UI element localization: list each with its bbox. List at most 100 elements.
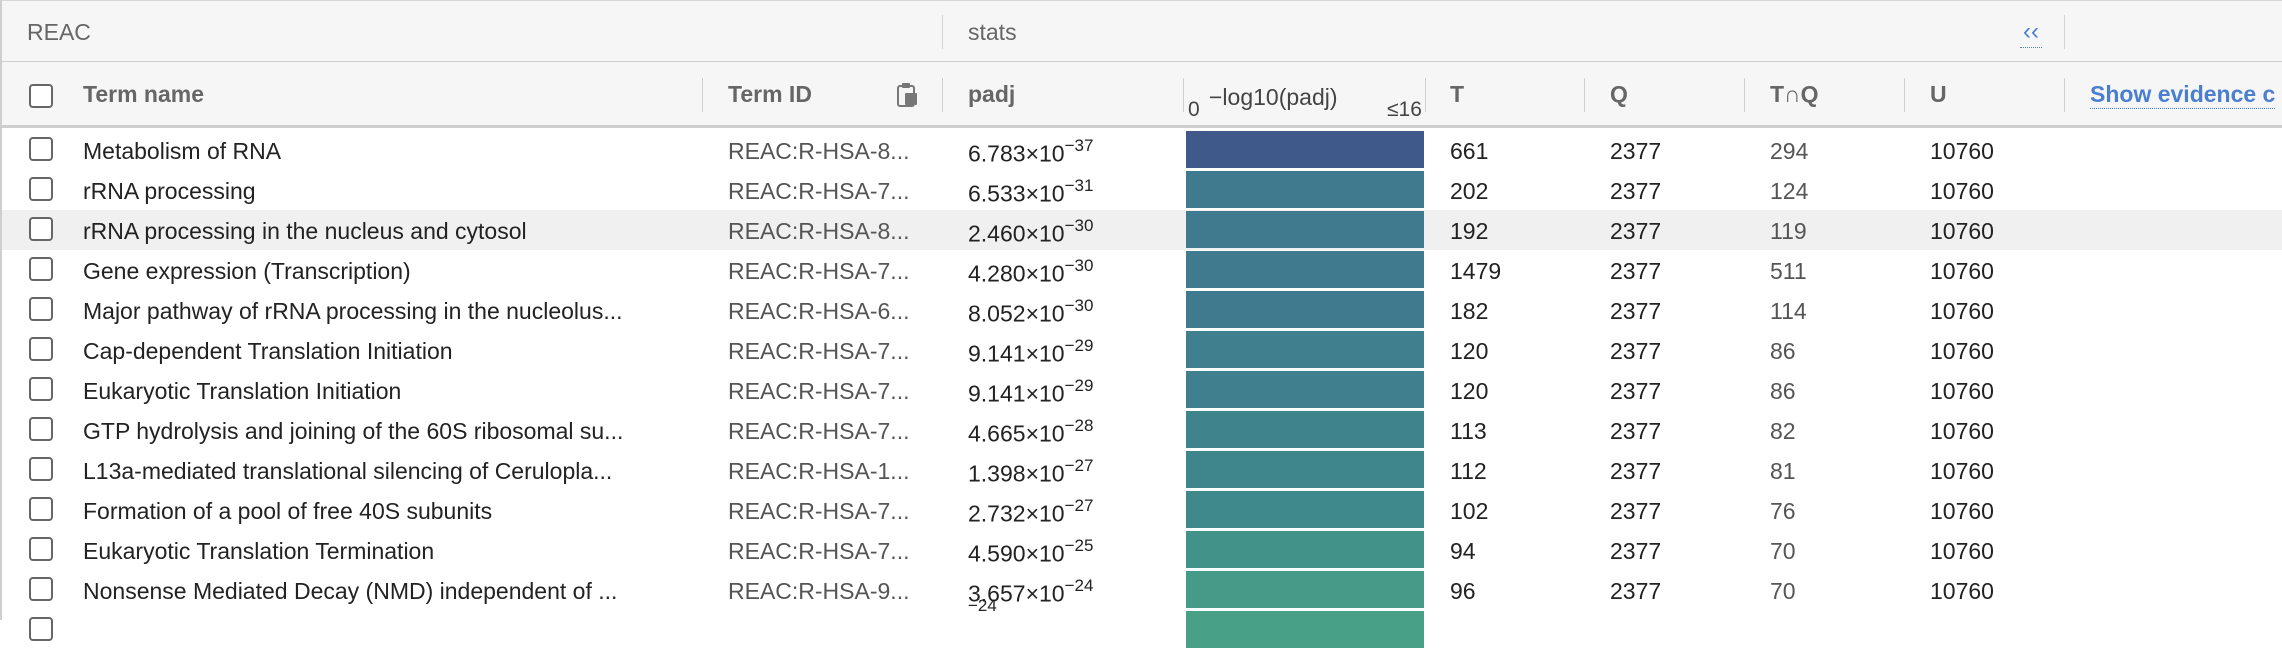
- padj-value: 6.783×10−37: [968, 136, 1094, 167]
- term-id[interactable]: REAC:R-HSA-7...: [728, 538, 910, 564]
- neglog-padj-bar: [1186, 211, 1424, 248]
- term-id[interactable]: REAC:R-HSA-9...: [728, 578, 910, 604]
- table-row[interactable]: L13a-mediated translational silencing of…: [2, 450, 2282, 490]
- t-value: 192: [1450, 218, 1489, 244]
- tq-value: 119: [1770, 218, 1807, 244]
- table-row[interactable]: Formation of a pool of free 40S subunits…: [2, 490, 2282, 530]
- term-id[interactable]: REAC:R-HSA-7...: [728, 498, 910, 524]
- term-id[interactable]: REAC:R-HSA-7...: [728, 338, 910, 364]
- column-divider[interactable]: [1584, 78, 1585, 112]
- row-checkbox[interactable]: [29, 137, 53, 161]
- term-name[interactable]: Eukaryotic Translation Initiation: [83, 378, 402, 404]
- padj-value: 4.665×10−28: [968, 416, 1094, 447]
- neglog-padj-bar: [1186, 131, 1424, 168]
- row-checkbox[interactable]: [29, 617, 53, 641]
- padj-value: −24: [968, 596, 997, 615]
- row-checkbox[interactable]: [29, 497, 53, 521]
- row-checkbox[interactable]: [29, 297, 53, 321]
- term-id[interactable]: REAC:R-HSA-1...: [728, 458, 910, 484]
- table-row[interactable]: Metabolism of RNA REAC:R-HSA-8... 6.783×…: [2, 130, 2282, 170]
- column-divider[interactable]: [942, 78, 943, 112]
- table-row[interactable]: Gene expression (Transcription) REAC:R-H…: [2, 250, 2282, 290]
- table-row[interactable]: Cap-dependent Translation Initiation REA…: [2, 330, 2282, 370]
- column-divider[interactable]: [1744, 78, 1745, 112]
- double-chevron-left-icon[interactable]: ‹‹: [2020, 17, 2042, 48]
- column-header-neglog-padj[interactable]: −log10(padj): [1209, 84, 1338, 110]
- term-id[interactable]: REAC:R-HSA-8...: [728, 138, 910, 164]
- column-header-term-id[interactable]: Term ID: [728, 81, 812, 107]
- row-checkbox[interactable]: [29, 417, 53, 441]
- table-row[interactable]: Eukaryotic Translation Termination REAC:…: [2, 530, 2282, 570]
- table-row[interactable]: GTP hydrolysis and joining of the 60S ri…: [2, 410, 2282, 450]
- neglog-padj-bar: [1186, 291, 1424, 328]
- column-header-t[interactable]: T: [1450, 81, 1465, 107]
- term-name[interactable]: Metabolism of RNA: [83, 138, 282, 164]
- table-row[interactable]: Major pathway of rRNA processing in the …: [2, 290, 2282, 330]
- row-checkbox[interactable]: [29, 577, 53, 601]
- neglog-padj-bar: [1186, 451, 1424, 488]
- column-header-term-name[interactable]: Term name: [83, 81, 205, 107]
- term-id[interactable]: REAC:R-HSA-7...: [728, 378, 910, 404]
- row-checkbox[interactable]: [29, 217, 53, 241]
- table-row[interactable]: rRNA processing REAC:R-HSA-7... 6.533×10…: [2, 170, 2282, 210]
- term-name[interactable]: Cap-dependent Translation Initiation: [83, 338, 453, 364]
- t-value: 120: [1450, 338, 1489, 364]
- term-id[interactable]: REAC:R-HSA-7...: [728, 418, 910, 444]
- term-name[interactable]: Nonsense Mediated Decay (NMD) independen…: [83, 578, 618, 604]
- tq-value: 124: [1770, 178, 1809, 204]
- term-id[interactable]: REAC:R-HSA-6...: [728, 298, 910, 324]
- row-checkbox[interactable]: [29, 257, 53, 281]
- u-value: 10760: [1930, 258, 1994, 284]
- row-checkbox[interactable]: [29, 537, 53, 561]
- q-value: 2377: [1610, 258, 1662, 284]
- table-row[interactable]: rRNA processing in the nucleus and cytos…: [2, 210, 2282, 250]
- column-header-u[interactable]: U: [1930, 81, 1947, 107]
- row-checkbox[interactable]: [29, 337, 53, 361]
- row-checkbox[interactable]: [29, 177, 53, 201]
- t-value: 94: [1450, 538, 1476, 564]
- neglog-padj-bar: [1186, 371, 1424, 408]
- padj-value: 9.141×10−29: [968, 376, 1094, 407]
- padj-value: 9.141×10−29: [968, 336, 1094, 367]
- term-name[interactable]: Eukaryotic Translation Termination: [83, 538, 435, 564]
- row-checkbox[interactable]: [29, 457, 53, 481]
- column-header-row: Term name Term ID padj 0 −log10(padj) ≤1…: [2, 62, 2282, 128]
- term-name[interactable]: L13a-mediated translational silencing of…: [83, 458, 613, 484]
- padj-value: 6.533×10−31: [968, 176, 1094, 207]
- column-divider[interactable]: [702, 78, 703, 112]
- select-all-checkbox[interactable]: [29, 84, 53, 108]
- column-divider[interactable]: [1183, 78, 1184, 112]
- column-divider[interactable]: [1904, 78, 1905, 112]
- t-value: 113: [1450, 418, 1487, 444]
- column-divider[interactable]: [1425, 78, 1426, 112]
- u-value: 10760: [1930, 538, 1994, 564]
- u-value: 10760: [1930, 418, 1994, 444]
- tq-value: 294: [1770, 138, 1809, 164]
- term-id[interactable]: REAC:R-HSA-7...: [728, 258, 910, 284]
- axis-max-label: ≤16: [1387, 98, 1422, 121]
- term-name[interactable]: GTP hydrolysis and joining of the 60S ri…: [83, 418, 624, 444]
- term-name[interactable]: Gene expression (Transcription): [83, 258, 411, 284]
- term-id[interactable]: REAC:R-HSA-7...: [728, 178, 910, 204]
- table-row[interactable]: Eukaryotic Translation Initiation REAC:R…: [2, 370, 2282, 410]
- tq-value: 76: [1770, 498, 1796, 524]
- section-title: REAC: [27, 19, 91, 45]
- column-divider[interactable]: [2064, 78, 2065, 112]
- term-name[interactable]: rRNA processing: [83, 178, 256, 204]
- column-header-q[interactable]: Q: [1610, 81, 1628, 107]
- term-name[interactable]: Formation of a pool of free 40S subunits: [83, 498, 493, 524]
- q-value: 2377: [1610, 578, 1662, 604]
- column-header-tq[interactable]: T∩Q: [1770, 81, 1819, 107]
- clipboard-icon[interactable]: [895, 82, 919, 108]
- t-value: 1479: [1450, 258, 1502, 284]
- table-row[interactable]: −24: [2, 596, 2282, 650]
- term-id[interactable]: REAC:R-HSA-8...: [728, 218, 910, 244]
- table-row[interactable]: Nonsense Mediated Decay (NMD) independen…: [2, 570, 2282, 610]
- term-name[interactable]: rRNA processing in the nucleus and cytos…: [83, 218, 527, 244]
- column-header-padj[interactable]: padj: [968, 81, 1016, 107]
- q-value: 2377: [1610, 298, 1662, 324]
- term-name[interactable]: Major pathway of rRNA processing in the …: [83, 298, 623, 324]
- q-value: 2377: [1610, 538, 1662, 564]
- show-evidence-link[interactable]: Show evidence c: [2090, 81, 2276, 109]
- row-checkbox[interactable]: [29, 377, 53, 401]
